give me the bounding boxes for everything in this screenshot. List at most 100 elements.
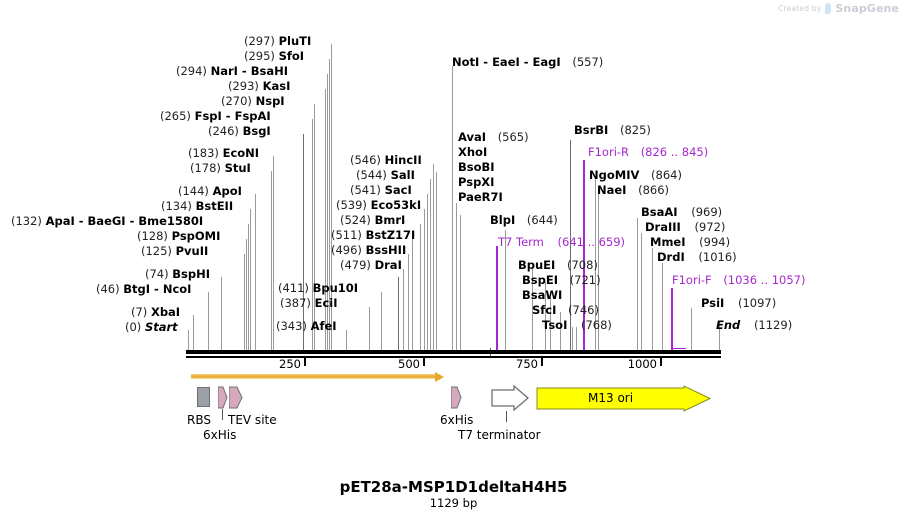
enzyme-name: BmrI	[374, 213, 406, 227]
enzyme-name: StuI	[224, 161, 251, 175]
enzyme-label[interactable]: NgoMIV (864)	[589, 168, 682, 182]
enzyme-label[interactable]: (294) NarI - BsaHI	[176, 65, 288, 77]
feature-t7-terminator[interactable]	[491, 385, 529, 411]
leader-line	[436, 172, 437, 352]
enzyme-label[interactable]: (297) PluTI	[244, 35, 311, 47]
enzyme-label[interactable]: NaeI (866)	[597, 183, 669, 197]
enzyme-label[interactable]: (343) AfeI	[276, 320, 337, 332]
primer-leader-f1ori-f	[671, 288, 673, 352]
enzyme-label[interactable]: PspXI	[458, 176, 494, 188]
enzyme-position: (125)	[141, 244, 172, 258]
enzyme-name: NaeI	[597, 183, 627, 197]
enzyme-label[interactable]: (496) BssHII	[331, 244, 406, 256]
promoter-arrow-body[interactable]	[191, 374, 437, 379]
enzyme-label[interactable]: MmeI (994)	[650, 236, 730, 248]
primer-label-f1ori-f[interactable]: F1ori-F (1036 .. 1057)	[672, 273, 806, 287]
enzyme-label[interactable]: (134) BstEII	[161, 199, 234, 213]
enzyme-label[interactable]: (524) BmrI	[340, 213, 406, 227]
enzyme-label[interactable]: BlpI (644)	[490, 214, 558, 226]
enzyme-position: (1016)	[698, 250, 737, 264]
promoter-arrow-head	[435, 371, 444, 382]
enzyme-label[interactable]: TsoI (768)	[542, 318, 612, 332]
enzyme-name: SfoI	[278, 49, 305, 63]
enzyme-label[interactable]: (411) Bpu10I	[278, 282, 358, 294]
feature-tev-site[interactable]	[229, 386, 243, 409]
enzyme-label[interactable]: BsaWI	[522, 288, 563, 302]
enzyme-label[interactable]: (183) EcoNI	[188, 147, 259, 159]
primer-label-f1ori-r[interactable]: F1ori-R (826 .. 845)	[588, 146, 708, 158]
enzyme-label[interactable]: (265) FspI - FspAI	[160, 110, 271, 122]
enzyme-label[interactable]: (546) HincII	[350, 154, 422, 166]
sequence-backbone[interactable]	[186, 350, 721, 354]
sequence-length: 1129 bp	[429, 496, 478, 510]
primer-label-t7term[interactable]: T7 Term (641 .. 659)	[498, 236, 625, 248]
primer-range: (1036 .. 1057)	[723, 273, 806, 287]
enzyme-name: Eco53kI	[370, 198, 422, 212]
enzyme-label[interactable]: (539) Eco53kI	[336, 198, 422, 212]
enzyme-label[interactable]: End (1129)	[716, 319, 792, 331]
enzyme-label[interactable]: NotI - EaeI - EagI (557)	[452, 56, 603, 68]
enzyme-label[interactable]: BsoBI	[458, 161, 495, 173]
enzyme-name: EciI	[314, 296, 338, 310]
enzyme-name: BstEII	[195, 199, 234, 213]
enzyme-name: BsaWI	[522, 288, 563, 302]
enzyme-label[interactable]: DraIII (972)	[645, 221, 725, 233]
enzyme-name: TsoI	[542, 318, 568, 332]
enzyme-position: (134)	[161, 199, 192, 213]
enzyme-label[interactable]: (541) SacI	[350, 183, 412, 197]
enzyme-label[interactable]: (132) ApaI - BaeGI - Bme1580I	[11, 215, 203, 227]
leader-line	[427, 194, 428, 352]
enzyme-label[interactable]: (128) PspOMI	[137, 230, 220, 242]
ruler-tick-label: 1000	[627, 357, 657, 371]
leader-line	[719, 323, 720, 352]
enzyme-label[interactable]: (46) BtgI - NcoI	[96, 283, 191, 295]
enzyme-label[interactable]: BpuEI (708)	[518, 259, 598, 271]
watermark-brand-text: SnapGene	[835, 2, 899, 15]
ruler-tick	[541, 357, 543, 366]
enzyme-label[interactable]: (178) StuI	[190, 161, 251, 175]
enzyme-label[interactable]: PsiI (1097)	[701, 297, 776, 309]
enzyme-label[interactable]: SfcI (746)	[532, 304, 599, 316]
leader-line	[576, 327, 577, 352]
leader-line	[637, 218, 638, 352]
leader-line	[381, 292, 382, 352]
enzyme-position: (387)	[280, 296, 311, 310]
enzyme-label[interactable]: (293) KasI	[228, 79, 291, 93]
enzyme-label[interactable]: DrdI (1016)	[657, 250, 737, 264]
enzyme-label[interactable]: (74) BspHI	[145, 268, 210, 280]
enzyme-label[interactable]: (144) ApoI	[178, 185, 242, 197]
feature-rbs[interactable]	[197, 387, 210, 407]
ruler-tick	[304, 357, 306, 366]
enzyme-position: (864)	[651, 168, 682, 182]
enzyme-label[interactable]: (246) BsgI	[208, 124, 271, 138]
feature-6xhis-left[interactable]	[218, 386, 228, 409]
enzyme-label[interactable]: BsaAI (969)	[641, 206, 722, 218]
enzyme-position: (270)	[221, 94, 252, 108]
enzyme-label[interactable]: PaeR7I	[458, 191, 503, 203]
enzyme-label[interactable]: (511) BstZ17I	[331, 229, 415, 241]
enzyme-name: SacI	[384, 183, 412, 197]
enzyme-name: KasI	[262, 79, 291, 93]
leader-line	[250, 209, 251, 352]
feature-6xhis-right[interactable]	[451, 386, 462, 409]
enzyme-label[interactable]: (0) Start	[125, 321, 178, 333]
enzyme-position: (539)	[336, 198, 367, 212]
enzyme-label[interactable]: BspEI (721)	[522, 273, 601, 287]
leader-line	[545, 282, 546, 352]
leader-line	[327, 74, 328, 352]
enzyme-name: BspEI	[522, 273, 558, 287]
feature-m13-ori[interactable]	[536, 385, 711, 412]
leader-line	[412, 239, 413, 352]
enzyme-label[interactable]: (387) EciI	[280, 296, 338, 310]
enzyme-name: BsgI	[242, 124, 271, 138]
enzyme-label[interactable]: (295) SfoI	[244, 49, 305, 63]
enzyme-label[interactable]: XhoI	[458, 146, 487, 158]
enzyme-label[interactable]: (479) DraI	[340, 259, 402, 271]
enzyme-label[interactable]: (544) SalI	[356, 169, 415, 181]
enzyme-label[interactable]: (125) PvuII	[141, 244, 208, 258]
enzyme-label[interactable]: AvaI (565)	[458, 131, 529, 143]
enzyme-label[interactable]: (7) XbaI	[131, 306, 180, 318]
primer-name: F1ori-F	[672, 273, 712, 287]
enzyme-label[interactable]: BsrBI (825)	[574, 124, 651, 136]
enzyme-label[interactable]: (270) NspI	[221, 94, 285, 108]
